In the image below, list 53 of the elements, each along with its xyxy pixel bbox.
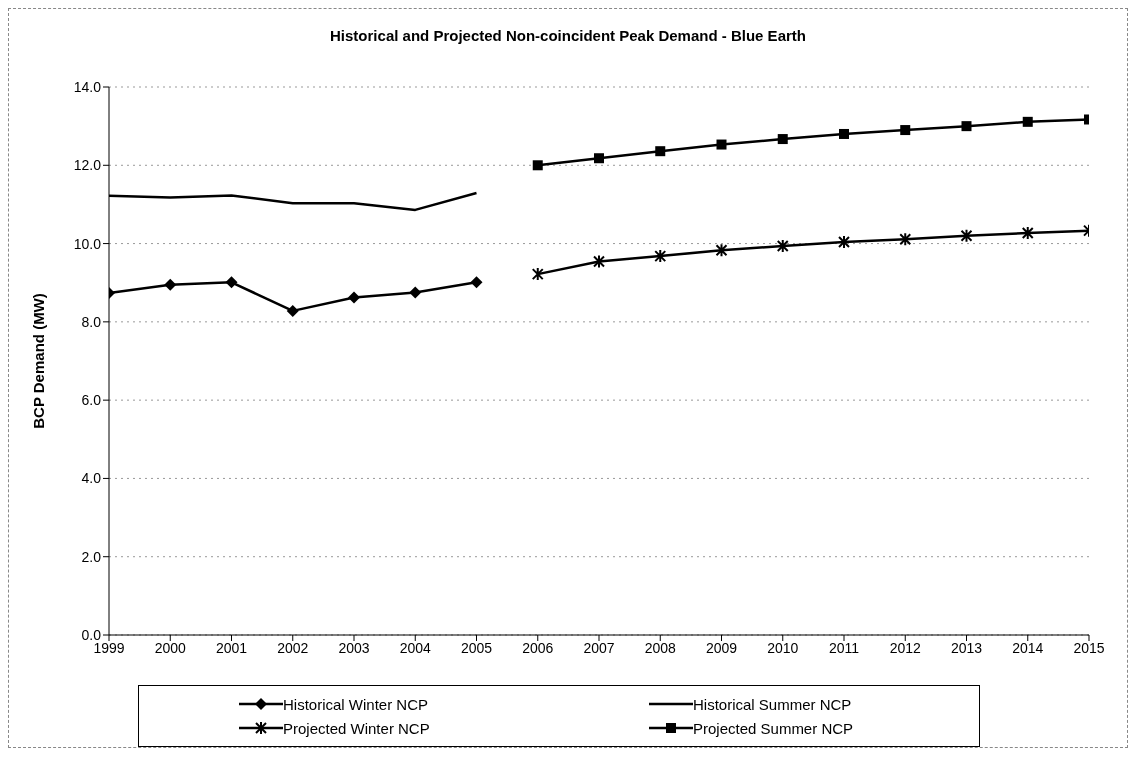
point (900, 125, 911, 136)
legend-label: Projected Winter NCP (283, 719, 430, 737)
y-tick-label: 2.0 (81, 548, 102, 565)
point (776, 238, 789, 253)
x-tick-label: 2012 (889, 639, 922, 656)
y-tick-label: 14.0 (73, 78, 102, 95)
point (777, 134, 788, 145)
point (839, 128, 849, 139)
point (164, 278, 177, 291)
x-tick-label: 2009 (705, 639, 738, 656)
x-tick-label: 2007 (583, 639, 615, 656)
x-tick-label: 2014 (1012, 639, 1044, 656)
point (716, 139, 727, 150)
x-tick-label: 2013 (950, 639, 983, 656)
point (655, 146, 666, 157)
y-tick-label: 12.0 (73, 157, 102, 174)
y-tick-label: 8.0 (81, 313, 102, 330)
point (715, 243, 728, 258)
legend-label: Historical Winter NCP (283, 695, 429, 713)
x-tick-label: 2011 (828, 639, 860, 656)
chart-title: Historical and Projected Non-coincident Peak Demand - Blue Earth (329, 26, 807, 46)
point (594, 153, 604, 164)
point (654, 249, 667, 264)
y-tick-label: 4.0 (81, 470, 102, 487)
x-tick-label: 2003 (338, 639, 370, 656)
x-tick-label: 2001 (215, 639, 248, 656)
point (838, 235, 850, 250)
point (225, 276, 238, 289)
point (470, 276, 483, 289)
point (960, 228, 973, 243)
point (961, 121, 972, 132)
x-tick-label: 2002 (277, 639, 309, 656)
y-tick-label: 10.0 (73, 235, 102, 252)
point (409, 286, 422, 299)
x-tick-label: 2006 (522, 639, 554, 656)
x-tick-label: 2004 (399, 639, 432, 656)
point (348, 291, 360, 304)
point (1021, 226, 1034, 240)
x-tick-label: 2005 (460, 639, 493, 656)
y-axis-title: BCP Demand (MW) (30, 293, 48, 429)
point (899, 232, 912, 247)
point (531, 267, 544, 282)
legend-label: Historical Summer NCP (693, 695, 852, 713)
y-tick-label: 6.0 (81, 392, 102, 409)
point (286, 304, 299, 317)
x-tick-label: 2015 (1073, 639, 1105, 656)
x-tick-label: 2008 (644, 639, 677, 656)
legend-label: Projected Summer NCP (693, 719, 854, 737)
x-tick-label: 2010 (767, 639, 799, 656)
point (593, 254, 605, 269)
point (1022, 116, 1033, 127)
point (532, 160, 543, 171)
x-tick-label: 2000 (154, 639, 187, 656)
